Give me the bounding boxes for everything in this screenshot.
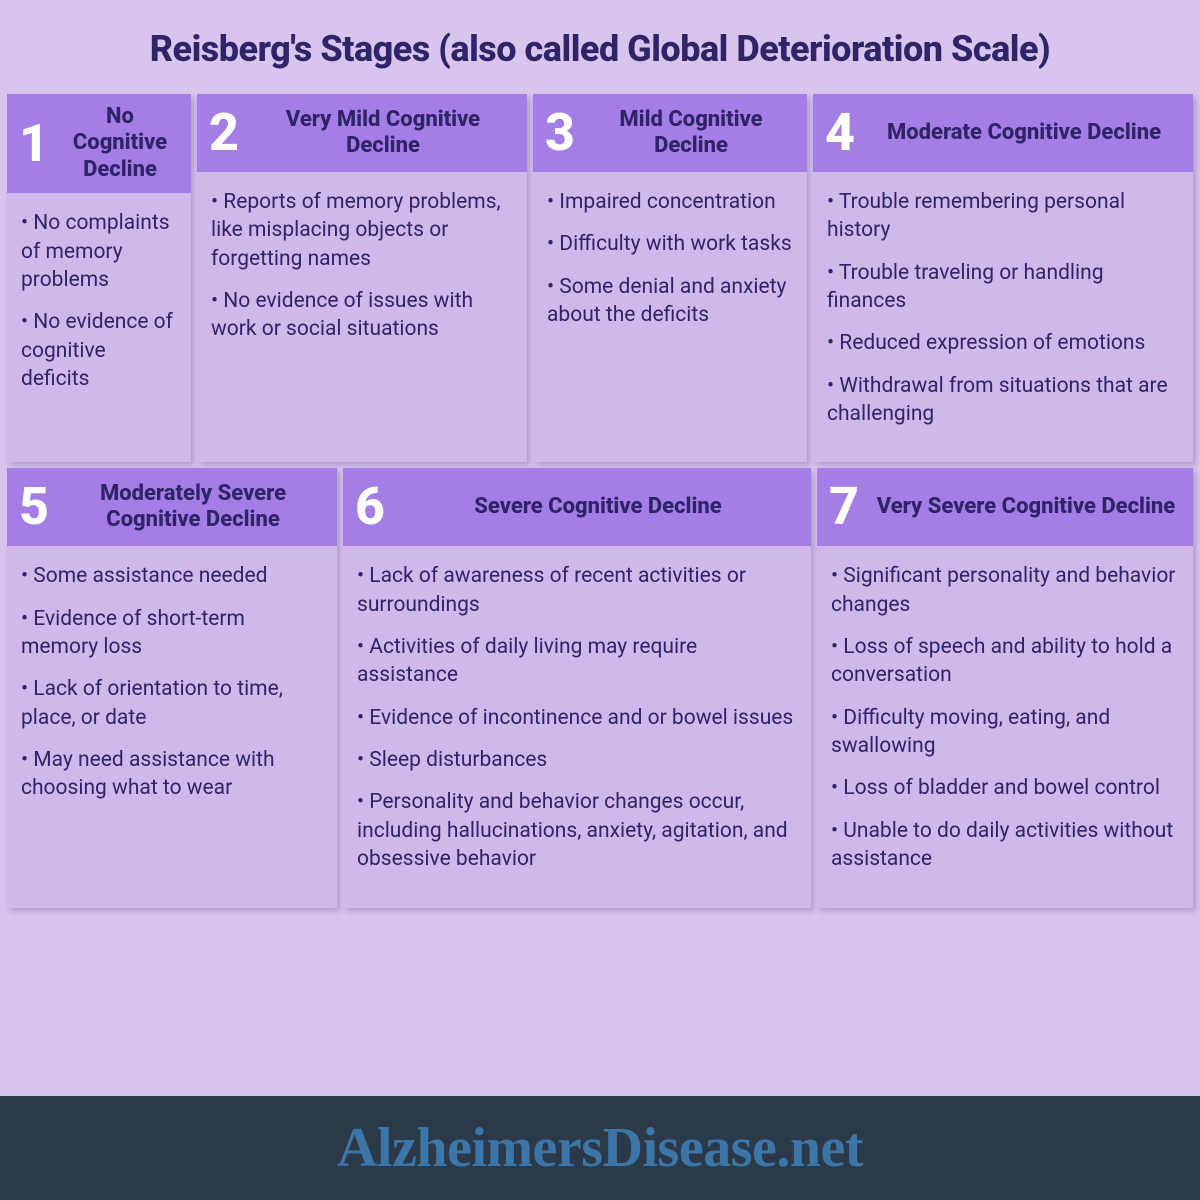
stage-card-2: 2 Very Mild Cognitive Decline Reports of… [197, 94, 527, 462]
stage-bullets: No complaints of memory problems No evid… [7, 193, 191, 427]
stage-bullets: Some assistance needed Evidence of short… [7, 546, 337, 836]
stage-card-6: 6 Severe Cognitive Decline Lack of aware… [343, 468, 811, 907]
stage-head: 4 Moderate Cognitive Decline [813, 94, 1193, 172]
stage-head: 6 Severe Cognitive Decline [343, 468, 811, 546]
bullet: Unable to do daily activities without as… [831, 817, 1179, 874]
stage-label: Moderately Severe Cognitive Decline [57, 481, 329, 534]
bullet: No complaints of memory problems [21, 209, 177, 294]
stage-number: 7 [823, 481, 867, 533]
row-2: 5 Moderately Severe Cognitive Decline So… [4, 468, 1196, 913]
bullet: Trouble remembering personal history [827, 188, 1179, 245]
stage-card-3: 3 Mild Cognitive Decline Impaired concen… [533, 94, 807, 462]
stage-head: 2 Very Mild Cognitive Decline [197, 94, 527, 172]
stage-number: 5 [13, 481, 57, 533]
stage-head: 5 Moderately Severe Cognitive Decline [7, 468, 337, 546]
stage-card-1: 1 No Cognitive Decline No complaints of … [7, 94, 191, 462]
bullet: Impaired concentration [547, 188, 793, 216]
bullet: Difficulty moving, eating, and swallowin… [831, 704, 1179, 761]
bullet: Lack of awareness of recent activities o… [357, 562, 797, 619]
footer-logo-text: AlzheimersDisease.net [337, 1116, 863, 1180]
bullet: Reduced expression of emotions [827, 329, 1179, 357]
bullet: Some denial and anxiety about the defici… [547, 273, 793, 330]
stage-card-7: 7 Very Severe Cognitive Decline Signific… [817, 468, 1193, 907]
stage-number: 1 [13, 118, 57, 170]
stage-head: 1 No Cognitive Decline [7, 94, 191, 193]
stage-head: 3 Mild Cognitive Decline [533, 94, 807, 172]
bullet: Trouble traveling or handling finances [827, 259, 1179, 316]
stage-head: 7 Very Severe Cognitive Decline [817, 468, 1193, 546]
stage-label: Very Mild Cognitive Decline [247, 107, 519, 160]
bullet: Personality and behavior changes occur, … [357, 788, 797, 873]
bullet: No evidence of cognitive deficits [21, 308, 177, 393]
bullet: Loss of speech and ability to hold a con… [831, 633, 1179, 690]
stage-card-4: 4 Moderate Cognitive Decline Trouble rem… [813, 94, 1193, 462]
row-1: 1 No Cognitive Decline No complaints of … [4, 94, 1196, 468]
bullet: Significant personality and behavior cha… [831, 562, 1179, 619]
bullet: Sleep disturbances [357, 746, 797, 774]
stage-bullets: Impaired concentration Difficulty with w… [533, 172, 807, 363]
stage-number: 3 [539, 107, 583, 159]
stage-label: Severe Cognitive Decline [393, 494, 803, 520]
bullet: Difficulty with work tasks [547, 230, 793, 258]
stage-number: 2 [203, 107, 247, 159]
stage-bullets: Trouble remembering personal history Tro… [813, 172, 1193, 462]
footer: AlzheimersDisease.net [0, 1096, 1200, 1200]
bullet: Lack of orientation to time, place, or d… [21, 675, 323, 732]
stage-label: No Cognitive Decline [57, 104, 183, 183]
stage-number: 4 [819, 107, 863, 159]
stage-label: Mild Cognitive Decline [583, 107, 799, 160]
bullet: May need assistance with choosing what t… [21, 746, 323, 803]
bullet: Activities of daily living may require a… [357, 633, 797, 690]
stage-label: Very Severe Cognitive Decline [867, 494, 1185, 520]
stage-number: 6 [349, 481, 393, 533]
bullet: Evidence of short-term memory loss [21, 605, 323, 662]
bullet: No evidence of issues with work or socia… [211, 287, 513, 344]
bullet: Some assistance needed [21, 562, 323, 590]
stage-card-5: 5 Moderately Severe Cognitive Decline So… [7, 468, 337, 907]
stage-bullets: Reports of memory problems, like misplac… [197, 172, 527, 378]
bullet: Withdrawal from situations that are chal… [827, 372, 1179, 429]
bullet: Reports of memory problems, like misplac… [211, 188, 513, 273]
stage-bullets: Lack of awareness of recent activities o… [343, 546, 811, 907]
page-title: Reisberg's Stages (also called Global De… [0, 0, 1200, 94]
bullet: Evidence of incontinence and or bowel is… [357, 704, 797, 732]
stage-bullets: Significant personality and behavior cha… [817, 546, 1193, 907]
stage-label: Moderate Cognitive Decline [863, 120, 1185, 146]
bullet: Loss of bladder and bowel control [831, 774, 1179, 802]
stages-grid: 1 No Cognitive Decline No complaints of … [0, 94, 1200, 1092]
